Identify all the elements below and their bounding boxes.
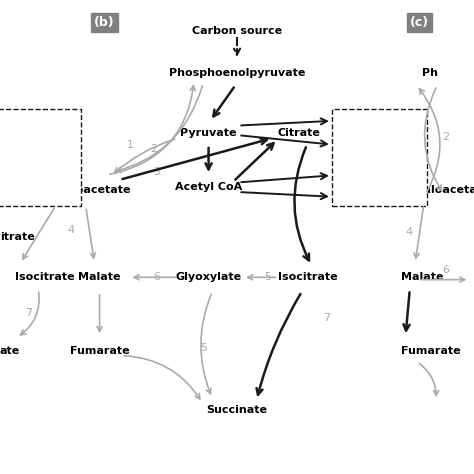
Text: Lactate: Lactate <box>357 118 401 128</box>
Text: Phosphoenolpyruvate: Phosphoenolpyruvate <box>169 68 305 79</box>
Text: Fumarate: Fumarate <box>70 346 129 356</box>
Text: ruvate: ruvate <box>0 128 41 138</box>
Text: Formate: Formate <box>355 140 404 151</box>
Text: 6: 6 <box>442 265 449 275</box>
Text: CoA: CoA <box>0 182 24 192</box>
Text: 5: 5 <box>264 272 271 283</box>
Text: 3: 3 <box>153 166 160 177</box>
Text: 4: 4 <box>67 225 75 235</box>
Text: Malate: Malate <box>78 272 121 283</box>
Text: 1: 1 <box>407 132 413 143</box>
Text: 7: 7 <box>323 312 331 323</box>
Text: Ph: Ph <box>422 68 438 79</box>
Text: Ethanol: Ethanol <box>357 185 401 195</box>
Text: Fumarate: Fumarate <box>401 346 460 356</box>
Text: Isocitrate: Isocitrate <box>278 272 338 283</box>
Text: Oxaloacetate: Oxaloacetate <box>49 184 131 195</box>
Text: ate: ate <box>0 346 20 356</box>
Text: Acetate: Acetate <box>21 163 67 173</box>
Text: 7: 7 <box>25 308 32 318</box>
Text: Citrate: Citrate <box>277 128 320 138</box>
Text: Glyoxylate: Glyoxylate <box>175 272 242 283</box>
Text: 4: 4 <box>405 227 412 237</box>
FancyBboxPatch shape <box>0 109 81 206</box>
Text: Acetyl CoA: Acetyl CoA <box>175 182 242 192</box>
Text: 6: 6 <box>153 272 160 283</box>
Text: Isocitrate: Isocitrate <box>15 272 75 283</box>
Text: 1: 1 <box>127 139 134 150</box>
Text: Pyruvate: Pyruvate <box>180 128 237 138</box>
Text: Formate: Formate <box>19 140 68 151</box>
Text: 5: 5 <box>201 343 207 354</box>
Text: Acetate: Acetate <box>356 163 402 173</box>
Text: (c): (c) <box>410 16 429 29</box>
Text: Ethanol: Ethanol <box>21 185 66 195</box>
FancyBboxPatch shape <box>332 109 427 206</box>
Text: Succinate: Succinate <box>207 405 267 415</box>
Text: Carbon source: Carbon source <box>192 26 282 36</box>
Text: Malate: Malate <box>401 272 443 283</box>
Text: Oxaloacetate: Oxaloacetate <box>408 184 474 195</box>
Text: (b): (b) <box>94 16 115 29</box>
Text: Lactate: Lactate <box>22 118 66 128</box>
Text: 2: 2 <box>442 132 449 143</box>
Text: 2: 2 <box>150 144 158 155</box>
Text: itrate: itrate <box>0 232 35 242</box>
